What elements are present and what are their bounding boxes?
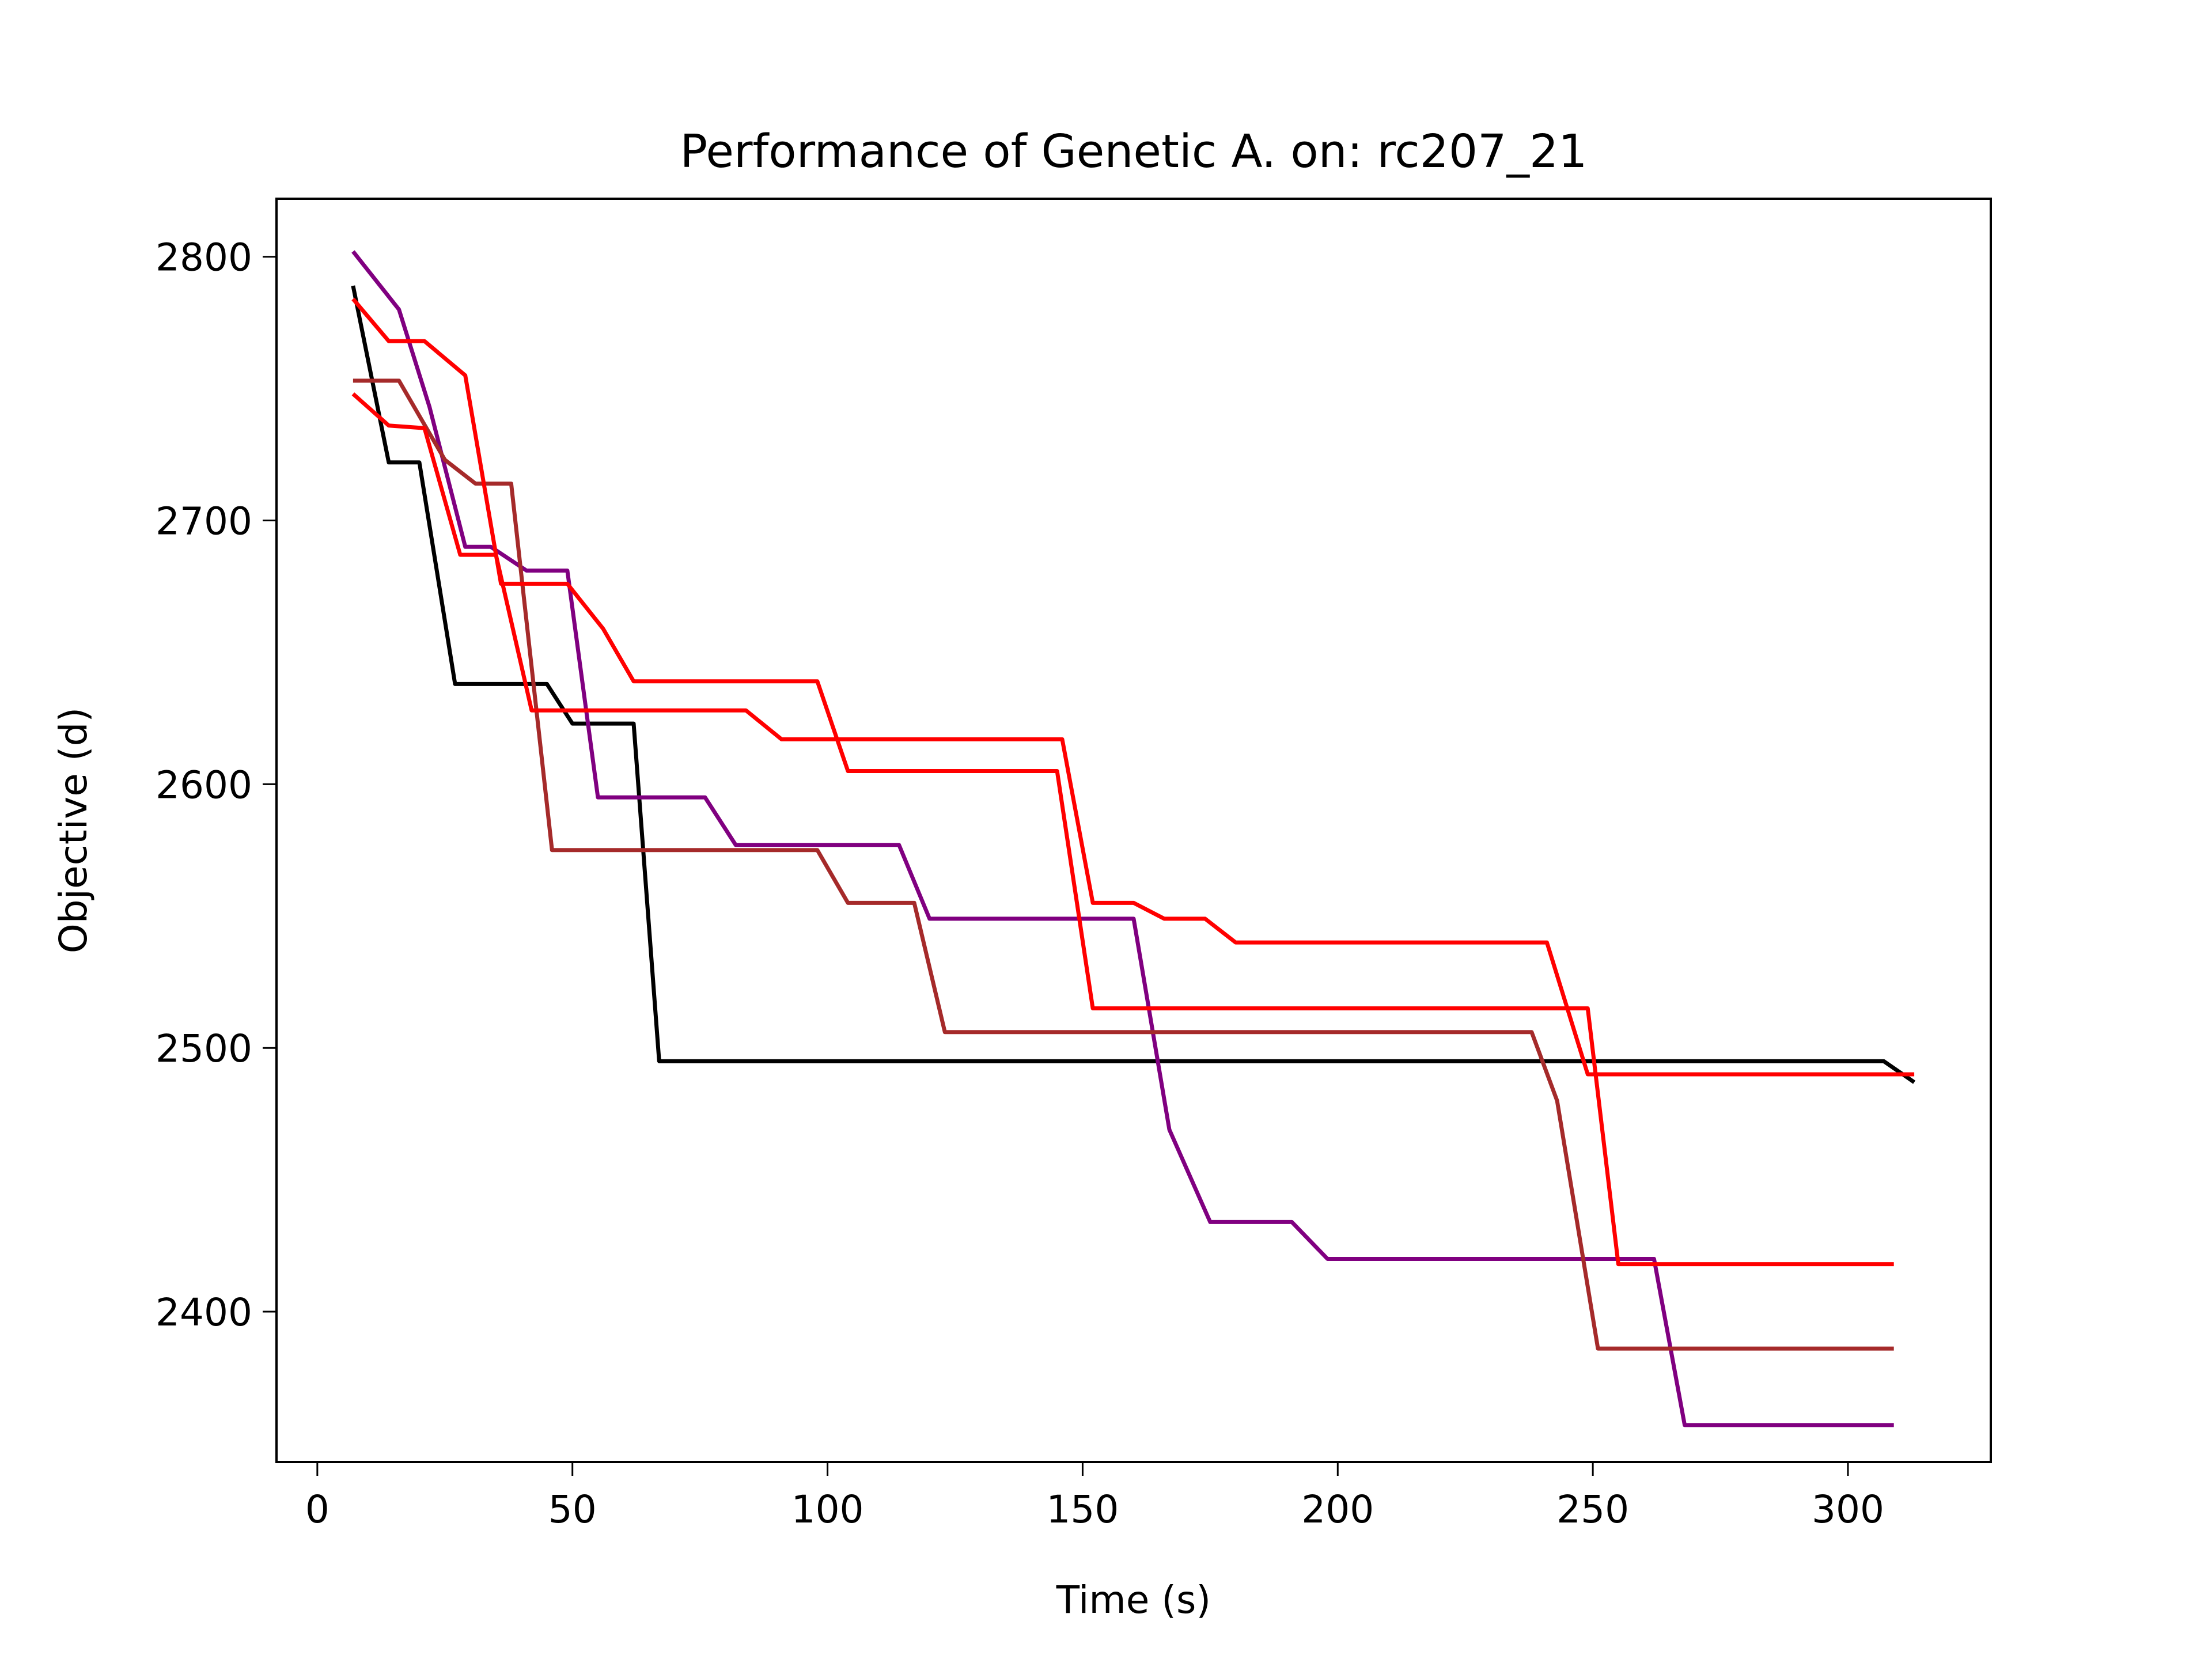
series-line-3 <box>353 378 1894 1351</box>
x-tick-label: 200 <box>1301 1487 1374 1532</box>
x-tick-label: 0 <box>305 1487 329 1532</box>
y-axis-label: Objective (d) <box>51 707 96 953</box>
y-tick-label: 2600 <box>156 763 252 807</box>
y-tick-label: 2700 <box>156 499 252 544</box>
chart-title: Performance of Genetic A. on: rc207_21 <box>680 125 1588 178</box>
y-tick-label: 2500 <box>156 1027 252 1071</box>
series-line-4 <box>351 297 1894 1267</box>
y-tick-label: 2400 <box>156 1290 252 1335</box>
y-axis: 2400 2500 2600 2700 2800 <box>156 236 276 1335</box>
x-tick-label: 50 <box>548 1487 597 1532</box>
x-tick-label: 100 <box>791 1487 864 1532</box>
x-tick-label: 150 <box>1046 1487 1119 1532</box>
y-tick-label: 2800 <box>156 236 252 280</box>
series-line-1 <box>351 285 1916 1084</box>
series-layer <box>351 250 1916 1427</box>
x-tick-label: 250 <box>1556 1487 1629 1532</box>
series-line-2 <box>351 250 1894 1427</box>
x-axis: 0 50 100 150 200 250 300 <box>305 1462 1884 1532</box>
x-tick-label: 300 <box>1812 1487 1884 1532</box>
x-axis-label: Time (s) <box>1056 1578 1211 1622</box>
series-line-5 <box>351 392 1915 1077</box>
plot-area-frame <box>275 198 1992 1463</box>
